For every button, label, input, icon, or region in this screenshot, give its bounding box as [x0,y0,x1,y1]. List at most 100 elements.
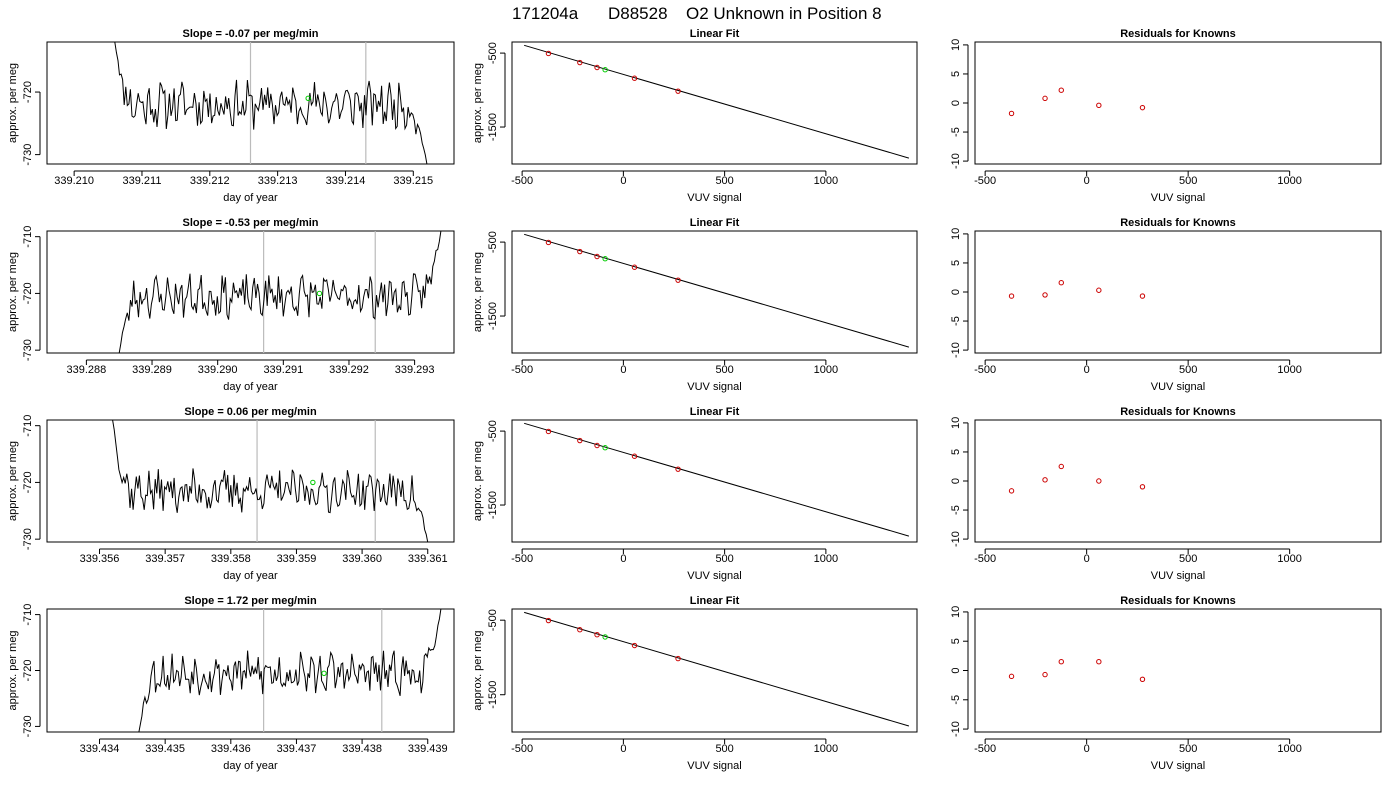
y-tick-label: -710 [22,604,34,626]
known-point [594,253,600,260]
unknown-marker [316,290,323,297]
panel-title: Linear Fit [690,406,740,418]
y-tick-label: 5 [950,71,962,77]
plot-area [1008,280,1146,299]
x-tick-label: 1000 [1277,743,1301,755]
y-tick-label: 5 [950,260,962,266]
y-tick-label: -720 [22,282,34,304]
known-point [1139,676,1146,682]
x-tick-label: -500 [511,175,533,187]
panel-title: Slope = -0.53 per meg/min [182,217,318,229]
y-axis-label: approx. per meg [7,252,19,332]
panel-title: Linear Fit [690,217,740,229]
y-tick-label: -730 [22,339,34,361]
y-tick-label: -10 [950,721,962,737]
panel-5: Linear Fit -500 0 500 1000 -500 -1500 VUV signa… [472,217,918,393]
plot-frame [46,608,455,733]
x-tick-label: 500 [1179,743,1197,755]
known-point [1096,478,1102,484]
plot-area [118,231,442,353]
y-tick-label: 10 [950,417,962,429]
plot-area [112,420,429,542]
x-axis-label: VUV signal [687,760,741,772]
known-point [1096,102,1102,109]
x-tick-label: 0 [1084,553,1090,565]
panel-12: Residuals for Knowns -500 0 500 1000 -10 -5 0 5 1… [950,595,1382,772]
plot-frame [974,419,1382,543]
y-tick-label: -500 [487,609,499,631]
y-tick-label: -1500 [487,681,499,709]
plot-frame [974,230,1382,354]
panel-9: Residuals for Knowns -500 0 500 1000 -10 -5 0 5 1… [950,406,1382,582]
y-tick-label: -720 [22,471,34,493]
panel-title: Residuals for Knowns [1120,28,1236,40]
fit-line [524,44,910,159]
x-tick-label: 500 [1179,175,1197,187]
x-tick-label: 0 [620,743,626,755]
y-tick-label: -710 [22,415,34,437]
known-point [594,632,600,638]
x-tick-label: 339.358 [211,553,251,565]
data-trace [138,609,442,732]
y-tick-label: -10 [950,153,962,169]
y-axis-label: approx. per meg [472,252,484,332]
known-point [1042,477,1048,483]
x-tick-label: 339.434 [80,743,120,755]
y-tick-label: -1500 [487,491,499,519]
known-point [1042,292,1048,298]
known-point [1058,87,1064,93]
x-axis-label: VUV signal [687,381,741,393]
known-point [545,428,552,435]
y-tick-label: -710 [22,226,34,248]
known-point [577,248,583,255]
fit-line [524,233,910,348]
plot-area [138,609,442,732]
x-tick-label: 500 [1179,553,1197,565]
plot-area [524,44,910,159]
x-tick-label: 500 [715,553,733,565]
x-tick-label: 339.290 [198,364,238,376]
panel-title: Linear Fit [690,595,740,607]
known-point [1096,287,1102,293]
x-tick-label: 339.211 [122,175,161,187]
y-axis-label: approx. per meg [7,630,19,710]
data-trace [118,231,442,353]
y-tick-label: -730 [22,528,34,550]
panel-3: Residuals for Knowns -500 0 500 1000 -10 -5 0 5 1… [950,28,1382,204]
y-tick-label: -500 [487,420,499,442]
y-tick-label: -730 [22,715,34,737]
known-point [631,264,638,270]
known-point [545,50,552,57]
panel-title: Residuals for Knowns [1120,217,1236,229]
y-tick-label: 0 [950,478,962,484]
known-point [1008,488,1015,494]
unknown-point [602,67,608,73]
x-tick-label: 339.435 [145,743,185,755]
panel-7: Slope = 0.06 per meg/min 339.356 339.357 33… [7,406,455,582]
plot-frame [46,419,455,543]
x-tick-label: 339.356 [80,553,120,565]
plot-area [1008,463,1146,494]
known-point [631,75,638,81]
x-tick-label: 339.360 [342,553,382,565]
x-tick-label: 1000 [1277,364,1301,376]
x-tick-label: -500 [974,175,996,187]
y-axis-label: approx. per meg [472,630,484,710]
known-point [594,64,600,71]
data-trace [114,42,428,164]
y-axis-label: approx. per meg [7,441,19,521]
x-tick-label: 339.357 [145,553,185,565]
unknown-marker [321,670,327,676]
known-point [1008,293,1015,299]
panel-title: Residuals for Knowns [1120,595,1236,607]
x-tick-label: 1000 [814,175,838,187]
y-tick-label: -500 [487,42,499,64]
x-axis-label: VUV signal [1151,192,1205,204]
figure-title-desc: O2 Unknown in Position 8 [686,4,882,23]
y-tick-label: -10 [950,342,962,358]
known-point [675,466,681,472]
panel-11: Linear Fit -500 0 500 1000 -500 -1500 VUV signa… [472,595,918,772]
y-tick-label: 5 [950,449,962,455]
x-tick-label: 339.213 [258,175,298,187]
